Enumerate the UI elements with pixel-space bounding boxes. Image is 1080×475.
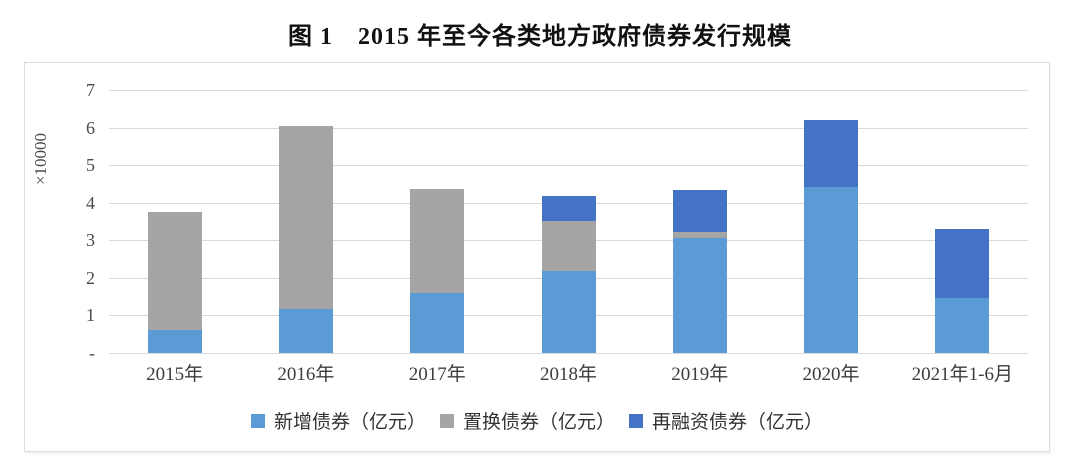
bar-segment [278,126,333,310]
x-tick-label: 2016年 [277,364,335,385]
legend-label: 置换债券（亿元） [462,412,615,433]
legend-swatch-icon [629,413,643,428]
bar-2016年 [278,90,333,353]
x-tick-label: 2021年1-6月 [911,364,1013,385]
legend: 新增债券（亿元） 置换债券（亿元） 再融资债券（亿元） [25,407,1049,434]
legend-swatch-icon [439,413,454,428]
bar-segment [410,292,465,353]
y-tick-label: 7 [86,80,95,100]
bar-segment [672,232,727,238]
gridline [109,353,1028,354]
y-tick-label: - [89,343,95,363]
y-tick-label: 4 [86,192,95,213]
legend-label: 新增债券（亿元） [273,412,426,433]
bar-segment [804,186,859,353]
legend-item: 再融资债券（亿元） [629,407,823,434]
chart-title: 图 1 2015 年至今各类地方政府债券发行规模 [288,24,792,50]
plot-area [109,90,1028,354]
bar-segment [147,330,202,353]
bar-segment [672,189,727,233]
bar-segment [147,212,202,331]
legend-item: 置换债券（亿元） [439,407,615,434]
bar-segment [935,297,990,353]
x-tick-label: 2018年 [539,364,597,385]
bar-segment [278,309,333,353]
y-axis: 7 6 5 4 3 2 1 - [25,63,103,451]
x-tick-label: 2015年 [146,364,204,385]
y-tick-label: 1 [86,305,95,326]
y-tick-label: 3 [86,230,95,251]
gridline [109,90,1028,91]
bar-2019年 [672,90,727,353]
bar-segment [410,188,465,293]
y-tick-label: 5 [86,155,95,176]
y-tick-label: 6 [86,117,95,138]
bar-2015年 [147,90,202,353]
bar-2018年 [541,90,596,353]
y-tick-label: 2 [86,267,95,288]
legend-item: 新增债券（亿元） [250,407,426,434]
bar-segment [804,120,859,187]
bar-segment [541,196,596,221]
x-tick-label: 2020年 [802,364,860,385]
legend-label: 再融资债券（亿元） [652,412,824,433]
bar-2017年 [410,90,465,353]
bar-segment [935,228,990,298]
bar-segment [672,237,727,353]
x-tick-label: 2017年 [408,364,466,385]
gridline [109,165,1028,167]
bar-segment [541,271,596,353]
gridline [109,127,1028,129]
bar-2020年 [804,90,859,353]
legend-swatch-icon [250,413,265,428]
x-axis: 2015年 2016年 2017年 2018年 2019年 2020年 2021年1-6月 [109,359,1028,385]
bar-2021年1-6月 [935,90,990,353]
x-tick-label: 2019年 [671,364,729,385]
bar-segment [541,220,596,272]
